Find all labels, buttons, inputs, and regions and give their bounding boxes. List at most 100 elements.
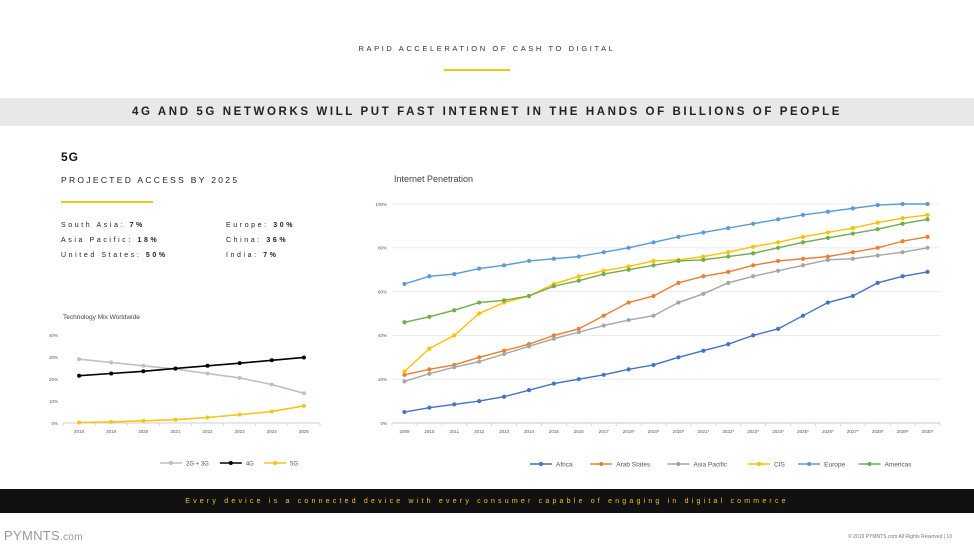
data-point — [551, 256, 557, 261]
data-point — [269, 382, 274, 387]
pymnts-logo: PYMNTS.com — [4, 528, 83, 543]
data-point — [237, 412, 242, 417]
data-point — [141, 418, 146, 423]
data-point — [477, 399, 482, 404]
legend-label: Americas — [884, 461, 912, 468]
data-point — [205, 415, 210, 420]
data-point — [402, 281, 407, 287]
legend-marker — [867, 461, 872, 467]
data-point — [601, 372, 606, 377]
data-point — [109, 419, 114, 424]
data-point — [551, 381, 557, 386]
data-point — [925, 269, 930, 274]
data-point — [301, 355, 306, 360]
series-line — [79, 356, 305, 377]
data-point — [402, 320, 407, 325]
legend-marker — [538, 461, 544, 467]
data-point — [775, 240, 781, 245]
series-line — [404, 247, 928, 383]
stat-china: China: 36% — [226, 237, 289, 244]
data-point — [800, 240, 806, 245]
x-tick-label: 2020 — [138, 429, 149, 434]
data-point — [800, 234, 806, 239]
legend-marker — [169, 461, 173, 465]
data-point — [427, 371, 432, 376]
x-tick-label: 2016 — [574, 429, 585, 434]
x-tick-label: 2028* — [872, 429, 884, 434]
data-point — [900, 250, 905, 255]
data-point — [825, 230, 831, 235]
data-point — [551, 333, 557, 338]
data-point — [205, 363, 210, 368]
data-point — [875, 253, 880, 258]
x-tick-label: 2019* — [648, 429, 660, 434]
data-point — [701, 291, 706, 296]
data-point — [651, 240, 656, 245]
data-point — [501, 394, 507, 399]
data-point — [427, 346, 432, 351]
data-point — [601, 268, 606, 273]
x-tick-label: 2022 — [203, 429, 214, 434]
data-point — [676, 280, 681, 285]
data-point — [825, 300, 831, 305]
y-tick-label: 80% — [378, 246, 387, 251]
series-line — [403, 214, 928, 373]
data-point — [775, 217, 781, 222]
tech-label: 5G — [61, 150, 80, 164]
y-tick-label: 0% — [380, 421, 387, 426]
eyebrow-title: RAPID ACCELERATION OF CASH TO DIGITAL — [358, 44, 616, 53]
data-point — [109, 371, 114, 376]
data-point — [875, 220, 880, 225]
legend-marker — [599, 461, 604, 467]
data-point — [501, 351, 507, 357]
data-point — [726, 250, 731, 255]
y-tick-label: 30% — [49, 355, 58, 360]
data-point — [775, 258, 781, 264]
data-point — [726, 342, 731, 347]
x-tick-label: 2012 — [474, 429, 485, 434]
data-point — [800, 212, 806, 218]
tech-mix-chart-title: Technology Mix Worldwide — [63, 314, 140, 321]
data-point — [626, 245, 631, 250]
data-point — [601, 323, 606, 328]
headline-banner: 4G AND 5G NETWORKS WILL PUT FAST INTERNE… — [0, 98, 974, 126]
data-point — [701, 348, 706, 353]
data-point — [900, 274, 905, 279]
legend-label: 4G — [246, 461, 254, 467]
data-point — [576, 377, 581, 382]
data-point — [800, 256, 806, 261]
y-tick-label: 20% — [378, 377, 387, 382]
legend-label: Africa — [556, 461, 573, 468]
data-point — [850, 206, 855, 211]
data-point — [526, 258, 532, 264]
data-point — [402, 379, 407, 384]
data-point — [452, 271, 457, 277]
data-point — [237, 361, 242, 366]
x-tick-label: 2021 — [170, 429, 181, 434]
data-point — [925, 201, 930, 207]
legend-marker — [756, 461, 762, 467]
projected-label: PROJECTED ACCESS BY 2025 — [61, 175, 240, 185]
y-tick-label: 60% — [378, 289, 387, 294]
data-point — [477, 359, 482, 364]
data-point — [751, 244, 756, 249]
data-point — [775, 245, 781, 250]
data-point — [726, 225, 731, 231]
data-point — [825, 235, 831, 241]
data-point — [850, 225, 855, 231]
data-point — [77, 357, 82, 362]
data-point — [601, 271, 606, 277]
footer-tagline: Every device is a connected device with … — [185, 497, 789, 505]
y-tick-label: 10% — [49, 399, 58, 404]
x-tick-label: 2026* — [822, 429, 834, 434]
data-point — [452, 308, 457, 313]
data-point — [676, 258, 681, 264]
data-point — [701, 230, 706, 235]
legend-label: 2G + 3G — [186, 461, 209, 467]
data-point — [751, 251, 756, 256]
data-point — [477, 355, 482, 360]
data-point — [402, 372, 407, 377]
stat-europe: Europe: 30% — [226, 222, 296, 229]
copyright-text: © 2019 PYMNTS.com All Rights Reserved | … — [848, 534, 952, 540]
